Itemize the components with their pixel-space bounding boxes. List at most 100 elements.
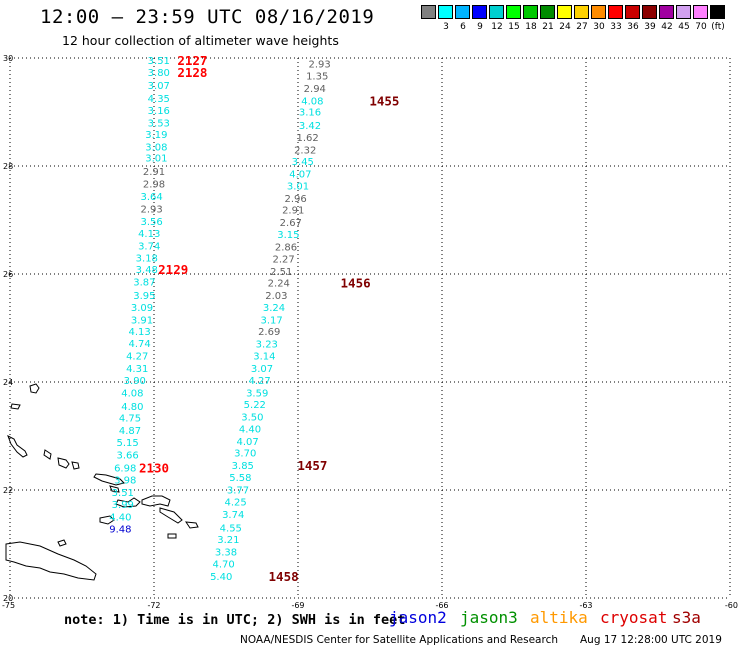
wave-height-value: 2.96	[284, 194, 306, 205]
legend-swatch	[557, 5, 572, 19]
wave-height-value: 3.16	[148, 106, 170, 117]
legend-swatch	[489, 5, 504, 19]
longitude-label: -69	[291, 601, 304, 610]
satellite-name: cryosat	[600, 608, 668, 627]
wave-height-value: 2.69	[258, 327, 280, 338]
latitude-label: 28	[3, 162, 13, 171]
wave-height-value: 4.40	[239, 424, 261, 435]
island-outline	[7, 434, 28, 458]
wave-height-value: 3.17	[260, 315, 282, 326]
wave-height-value: 3.09	[131, 303, 153, 314]
wave-height-value: 2.27	[272, 254, 294, 265]
legend-swatch	[710, 5, 725, 19]
wave-height-value: 5.22	[244, 400, 266, 411]
wave-height-value: 3.42	[299, 121, 321, 132]
wave-height-value: 2.94	[304, 84, 326, 95]
island-outline	[109, 485, 120, 493]
footnote: note: 1) Time is in UTC; 2) SWH is in fe…	[64, 612, 406, 628]
wave-height-value: 3.66	[116, 450, 138, 461]
wave-height-value: 3.51	[148, 56, 170, 67]
island-outline	[159, 507, 183, 524]
wave-height-value: 3.80	[148, 68, 170, 79]
latitude-label: 24	[3, 378, 13, 387]
legend-tick-label: 30	[593, 22, 605, 32]
wave-height-value: 3.90	[124, 376, 146, 387]
wave-height-value: 3.56	[140, 217, 162, 228]
wave-height-value: 3.08	[145, 143, 167, 154]
wave-height-value: 3.07	[251, 364, 273, 375]
island-outline	[57, 457, 70, 469]
legend-tick-label: 70	[695, 22, 707, 32]
wave-height-value: 3.74	[138, 241, 160, 252]
wave-height-value: 4.27	[126, 352, 148, 363]
pass-time-label: 2129	[158, 262, 188, 277]
wave-height-value: 3.24	[263, 303, 285, 314]
legend-tick-label: 12	[491, 22, 503, 32]
legend-swatch	[608, 5, 623, 19]
island-outline	[93, 473, 125, 486]
wave-height-value: 3.15	[277, 230, 299, 241]
legend-swatch	[591, 5, 606, 19]
wave-height-value: 6.98	[114, 463, 136, 474]
satellite-name: s3a	[672, 608, 701, 627]
page-subtitle: 12 hour collection of altimeter wave hei…	[62, 33, 339, 48]
wave-height-value: 3.95	[133, 291, 155, 302]
wave-height-value: 4.31	[126, 364, 148, 375]
legend-tick-label: 36	[627, 22, 639, 32]
wave-height-value: 3.98	[114, 476, 136, 487]
wave-height-value: 4.08	[301, 97, 323, 108]
satellite-name: altika	[530, 608, 588, 627]
island-outline	[43, 449, 52, 460]
altimeter-observations: 3.513.803.074.353.163.533.193.083.012.91…	[109, 53, 399, 584]
wave-height-value: 3.99	[112, 500, 134, 511]
legend-tick-label: 18	[525, 22, 537, 32]
longitude-label: -63	[579, 601, 592, 610]
latitude-label: 20	[3, 594, 13, 603]
legend-tick-label: 45	[678, 22, 690, 32]
legend-swatch	[625, 5, 640, 19]
island-outline	[167, 533, 177, 539]
wave-height-value: 3.18	[136, 253, 158, 264]
island-outline	[57, 539, 67, 547]
wave-height-value: 4.07	[289, 170, 311, 181]
pass-time-label: 2127	[177, 53, 207, 68]
legend-swatch	[574, 5, 589, 19]
legend-tick-label: 33	[610, 22, 622, 32]
wave-height-value: 4.70	[212, 559, 234, 570]
island-outline	[99, 515, 115, 525]
island-outline	[115, 497, 141, 508]
longitude-label: -60	[725, 601, 738, 610]
wave-height-value: 2.51	[270, 267, 292, 278]
legend-swatch	[676, 5, 691, 19]
wave-height-value: 5.58	[229, 473, 251, 484]
legend-tick-label: 42	[661, 22, 673, 32]
wave-height-value: 3.01	[287, 181, 309, 192]
wave-height-value: 3.85	[232, 461, 254, 472]
legend-swatch	[523, 5, 538, 19]
cuba-coastline	[5, 541, 97, 581]
wave-height-value: 3.59	[246, 388, 268, 399]
latitude-label: 22	[3, 486, 13, 495]
latitude-label: 30	[3, 54, 13, 63]
wave-height-value: 2.32	[294, 145, 316, 156]
wave-height-value: 5.15	[116, 438, 138, 449]
wave-height-value: 4.13	[138, 229, 160, 240]
wave-height-value: 3.70	[234, 449, 256, 460]
wave-height-value: 4.25	[224, 497, 246, 508]
legend-tick-label: (ft)	[711, 22, 725, 32]
pass-time-label: 1457	[297, 458, 327, 473]
pass-time-label: 1455	[369, 94, 399, 109]
wave-height-value: 3.64	[140, 192, 162, 203]
longitude-label: -75	[2, 601, 15, 610]
longitude-label: -66	[435, 601, 448, 610]
satellite-name: jason3	[460, 608, 518, 627]
wave-height-value: 4.80	[121, 402, 143, 413]
wave-height-value: 3.91	[131, 315, 153, 326]
coastline	[5, 383, 199, 581]
legend-tick-label: 27	[576, 22, 588, 32]
island-outline	[10, 403, 21, 410]
wave-height-value: 4.87	[119, 426, 141, 437]
longitude-label: -72	[147, 601, 160, 610]
wave-height-value: 4.13	[128, 327, 150, 338]
